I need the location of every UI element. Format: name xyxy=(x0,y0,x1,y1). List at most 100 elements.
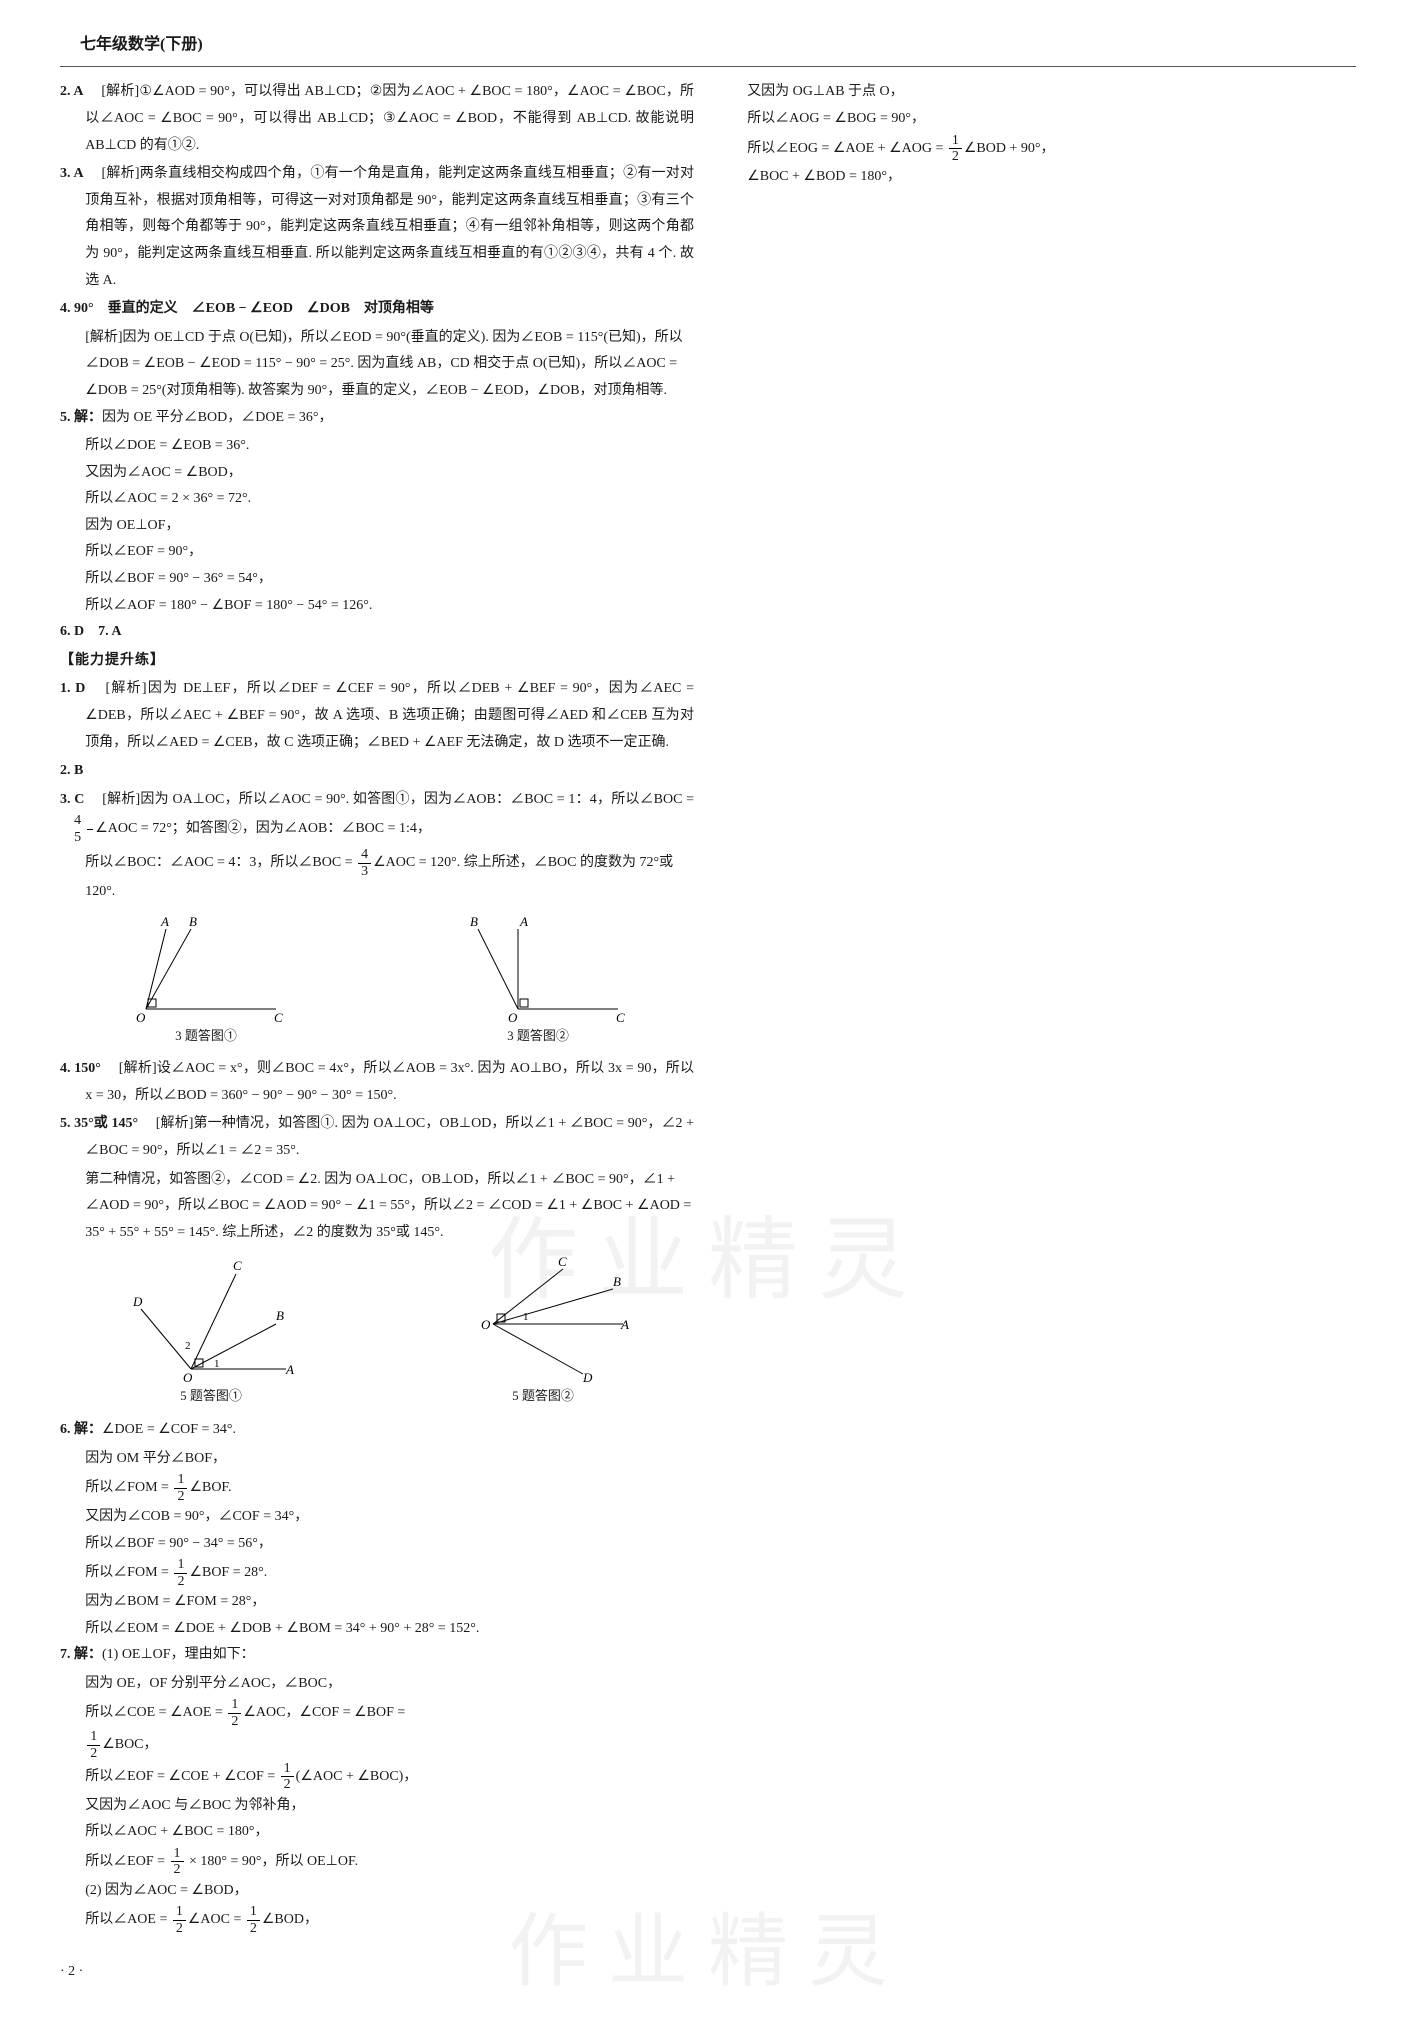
q4: 4. 90° 垂直的定义 ∠EOB − ∠EOD ∠DOB 对顶角相等 xyxy=(60,296,694,323)
page-header: 七年级数学(下册) xyxy=(60,30,1356,67)
r-q7-p11: 又因为 OG⊥AB 于点 O， xyxy=(722,79,1356,106)
r-q7-p8: 所以∠EOF = 12 × 180° = 90°，所以 OE⊥OF. xyxy=(60,1846,694,1878)
r-q7-p9: (2) 因为∠AOC = ∠BOD， xyxy=(60,1878,694,1905)
p1-body: 因为 DE⊥EF，所以∠DEF = ∠CEF = 90°，所以∠DEB + ∠B… xyxy=(85,681,694,749)
svg-text:A: A xyxy=(620,1317,629,1332)
q5: 5. 解：因为 OE 平分∠BOD，∠DOE = 36°， xyxy=(60,405,694,432)
svg-text:1: 1 xyxy=(214,1358,220,1370)
p3-line2: 所以∠BOC：∠AOC = 4：3，所以∠BOC = 43∠AOC = 120°… xyxy=(60,847,694,905)
frac-4-5: 45 xyxy=(87,813,93,845)
r-q4-tag: [解析] xyxy=(119,1061,157,1076)
svg-text:O: O xyxy=(183,1370,193,1384)
r-q6-l8: 所以∠EOM = ∠DOE + ∠DOB + ∠BOM = 34° + 90° … xyxy=(60,1616,694,1643)
q4-body: 因为 OE⊥CD 于点 O(已知)，所以∠EOD = 90°(垂直的定义). 因… xyxy=(85,330,682,398)
q5-l4: 所以∠AOC = 2 × 36° = 72°. xyxy=(60,486,694,513)
svg-text:C: C xyxy=(274,1010,283,1024)
p3: 3. C [解析]因为 OA⊥OC，所以∠AOC = 90°. 如答图①，因为∠… xyxy=(60,787,694,845)
q3: 3. A [解析]两条直线相交构成四个角，①有一个角是直角，能判定这两条直线互相… xyxy=(60,161,694,294)
svg-text:B: B xyxy=(613,1274,621,1289)
diagram-5-1-svg: A B C D O 1 2 xyxy=(121,1254,301,1384)
r-q7-p14: ∠BOC + ∠BOD = 180°， xyxy=(722,164,1356,191)
r-q7-num: 7. 解： xyxy=(60,1647,102,1662)
diagram-3-2: B A O C 3 题答图② xyxy=(448,914,628,1049)
q4-title: 垂直的定义 ∠EOB − ∠EOD ∠DOB 对顶角相等 xyxy=(94,301,434,316)
diagram-5-row: A B C D O 1 2 5 题答图① A B C D O xyxy=(60,1254,694,1409)
r-q4: 4. 150° [解析]设∠AOC = x°，则∠BOC = 4x°，所以∠AO… xyxy=(60,1056,694,1109)
section-ability: 【能力提升练】 xyxy=(60,648,694,675)
q3-tag: [解析] xyxy=(102,166,140,181)
q4-analysis: [解析]因为 OE⊥CD 于点 O(已知)，所以∠EOD = 90°(垂直的定义… xyxy=(60,325,694,405)
r-q7-p2: 因为 OE，OF 分别平分∠AOC，∠BOC， xyxy=(60,1671,694,1698)
svg-text:D: D xyxy=(132,1294,143,1309)
q5-l6: 所以∠EOF = 90°， xyxy=(60,539,694,566)
p3-mid1: ∠AOC = 72°；如答图②，因为∠AOB：∠BOC = 1:4， xyxy=(95,822,431,837)
p2: 2. B xyxy=(60,758,694,785)
diagram-5-2: A B C D O 1 5 题答图② xyxy=(453,1254,633,1409)
r-q7-p1: (1) OE⊥OF，理由如下： xyxy=(102,1647,255,1662)
svg-text:A: A xyxy=(285,1362,294,1377)
p3-mid2: 所以∠BOC：∠AOC = 4：3，所以∠BOC = xyxy=(85,855,356,870)
svg-text:2: 2 xyxy=(185,1340,191,1352)
diagram-3-row: A B O C 3 题答图① B A O C 3 题答图② xyxy=(60,914,694,1049)
diagram-3-1-svg: A B O C xyxy=(126,914,286,1024)
q5-l1: 因为 OE 平分∠BOD，∠DOE = 36°， xyxy=(102,410,333,425)
svg-text:1: 1 xyxy=(523,1311,529,1323)
q5-l7: 所以∠BOF = 90° − 36° = 54°， xyxy=(60,566,694,593)
diagram-3-2-svg: B A O C xyxy=(448,914,628,1024)
svg-text:B: B xyxy=(276,1308,284,1323)
r-q7-p6: 又因为∠AOC 与∠BOC 为邻补角， xyxy=(60,1793,694,1820)
diagram-3-1: A B O C 3 题答图① xyxy=(126,914,286,1049)
q2-num: 2. A xyxy=(60,84,84,99)
r-q6-l7: 因为∠BOM = ∠FOM = 28°， xyxy=(60,1589,694,1616)
r-q6-l2: 因为 OM 平分∠BOF， xyxy=(60,1446,694,1473)
page-number: · 2 · xyxy=(60,1959,1356,1986)
q4-num: 4. 90° xyxy=(60,301,94,316)
q3-num: 3. A xyxy=(60,166,84,181)
r-q5: 5. 35°或 145° [解析]第一种情况，如答图①. 因为 OA⊥OC，OB… xyxy=(60,1111,694,1164)
r-q6-l4: 又因为∠COB = 90°，∠COF = 34°， xyxy=(60,1504,694,1531)
r-q7-p10: 所以∠AOE = 12∠AOC = 12∠BOD， xyxy=(60,1904,694,1936)
r-q6: 6. 解：∠DOE = ∠COF = 34°. xyxy=(60,1417,694,1444)
p1: 1. D [解析]因为 DE⊥EF，所以∠DEF = ∠CEF = 90°，所以… xyxy=(60,676,694,756)
r-q7-p13: 所以∠EOG = ∠AOE + ∠AOG = 12∠BOD + 90°， xyxy=(722,133,1356,165)
diagram-5-2-caption: 5 题答图② xyxy=(453,1384,633,1409)
svg-text:B: B xyxy=(189,914,197,929)
svg-text:C: C xyxy=(616,1010,625,1024)
svg-text:C: C xyxy=(558,1254,567,1269)
r-q6-l5: 所以∠BOF = 90° − 34° = 56°， xyxy=(60,1531,694,1558)
r-q6-num: 6. 解： xyxy=(60,1422,102,1437)
p3-pre: 因为 OA⊥OC，所以∠AOC = 90°. 如答图①，因为∠AOB：∠BOC … xyxy=(140,792,694,807)
svg-text:B: B xyxy=(470,914,478,929)
r-q7-p7: 所以∠AOC + ∠BOC = 180°， xyxy=(60,1819,694,1846)
diagram-3-2-caption: 3 题答图② xyxy=(448,1024,628,1049)
r-q4-num: 4. 150° xyxy=(60,1061,101,1076)
q6-text: 6. D 7. A xyxy=(60,624,121,639)
r-q5-num: 5. 35°或 145° xyxy=(60,1116,138,1131)
q2-tag: [解析] xyxy=(101,84,139,99)
svg-text:O: O xyxy=(481,1317,491,1332)
q5-l5: 因为 OE⊥OF， xyxy=(60,513,694,540)
content-columns: 2. A [解析]①∠AOD = 90°，可以得出 AB⊥CD；②因为∠AOC … xyxy=(60,79,1356,1959)
svg-text:O: O xyxy=(508,1010,518,1024)
p3-tag: [解析] xyxy=(102,792,140,807)
p3-num: 3. C xyxy=(60,792,84,807)
diagram-3-1-caption: 3 题答图① xyxy=(126,1024,286,1049)
r-q7-p5: 所以∠EOF = ∠COE + ∠COF = 12(∠AOC + ∠BOC)， xyxy=(60,1761,694,1793)
q5-l3: 又因为∠AOC = ∠BOD， xyxy=(60,460,694,487)
r-q7: 7. 解：(1) OE⊥OF，理由如下： xyxy=(60,1642,694,1669)
q3-body: 两条直线相交构成四个角，①有一个角是直角，能判定这两条直线互相垂直；②有一对对顶… xyxy=(85,166,694,287)
diagram-5-1: A B C D O 1 2 5 题答图① xyxy=(121,1254,301,1409)
p1-tag: [解析] xyxy=(105,681,146,696)
q2-body: ①∠AOD = 90°，可以得出 AB⊥CD；②因为∠AOC + ∠BOC = … xyxy=(85,84,694,152)
r-q7-p4: 12∠BOC， xyxy=(60,1729,694,1761)
p2-text: 2. B xyxy=(60,763,83,778)
q5-l8: 所以∠AOF = 180° − ∠BOF = 180° − 54° = 126°… xyxy=(60,593,694,620)
r-q7-p12: 所以∠AOG = ∠BOG = 90°， xyxy=(722,106,1356,133)
r-q7-p3: 所以∠COE = ∠AOE = 12∠AOC，∠COF = ∠BOF = xyxy=(60,1697,694,1729)
r-q6-l6: 所以∠FOM = 12∠BOF = 28°. xyxy=(60,1557,694,1589)
q6-q7: 6. D 7. A xyxy=(60,619,694,646)
r-q5-b: 第二种情况，如答图②，∠COD = ∠2. 因为 OA⊥OC，OB⊥OD，所以∠… xyxy=(60,1167,694,1247)
p1-num: 1. D xyxy=(60,681,85,696)
diagram-5-1-caption: 5 题答图① xyxy=(121,1384,301,1409)
svg-text:C: C xyxy=(233,1258,242,1273)
